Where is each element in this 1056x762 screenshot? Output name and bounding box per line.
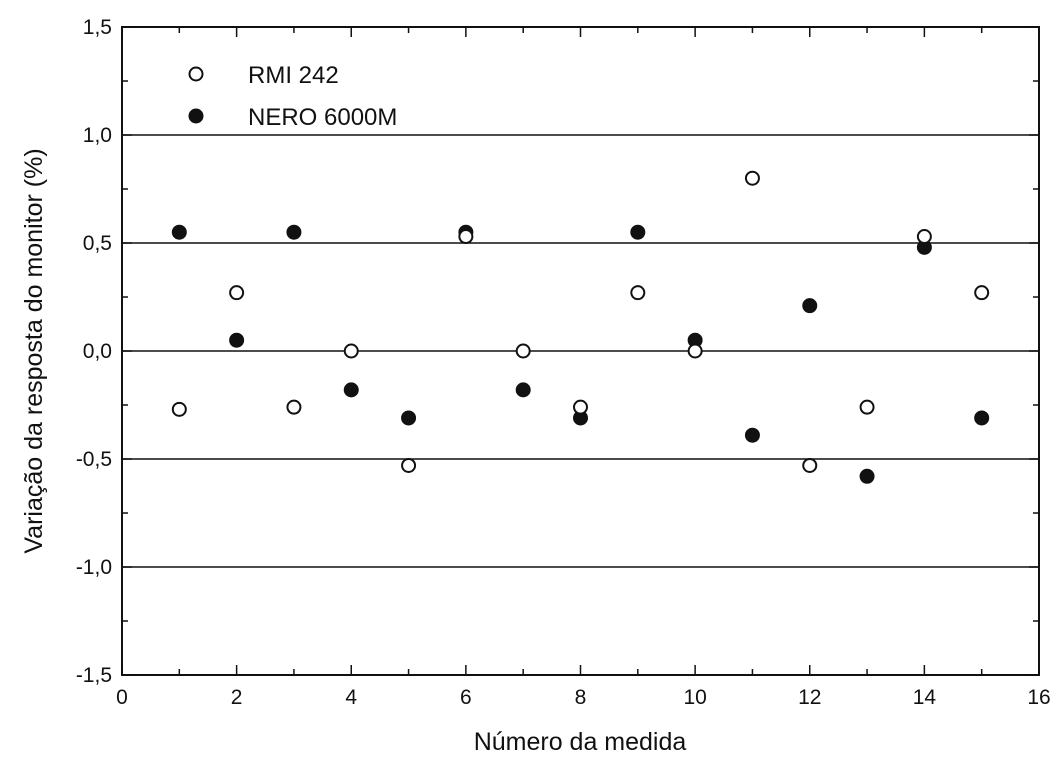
y-axis-title: Variação da resposta do monitor (%) [20, 148, 48, 553]
y-tick-label: 1,5 [83, 16, 112, 39]
point-rmi-242 [458, 229, 474, 245]
point-rmi-242 [401, 457, 417, 473]
point-nero-6000m [343, 382, 359, 398]
point-rmi-242 [171, 401, 187, 417]
point-nero-6000m [515, 382, 531, 398]
point-nero-6000m [744, 427, 760, 443]
point-rmi-242 [515, 343, 531, 359]
x-tick-label: 14 [913, 686, 937, 709]
point-nero-6000m [630, 224, 646, 240]
y-tick-label: 1,0 [83, 124, 112, 147]
x-tick-label: 8 [575, 686, 587, 709]
point-rmi-242 [744, 170, 760, 186]
x-tick-label: 2 [231, 686, 243, 709]
point-rmi-242 [687, 343, 703, 359]
point-nero-6000m [286, 224, 302, 240]
point-nero-6000m [802, 298, 818, 314]
point-rmi-242 [859, 399, 875, 415]
y-tick-label: -1,0 [76, 556, 112, 579]
point-rmi-242 [630, 285, 646, 301]
point-rmi-242 [802, 457, 818, 473]
y-tick-label: 0,0 [83, 340, 112, 363]
y-tick-label: -0,5 [76, 448, 112, 471]
x-tick-label: 12 [798, 686, 821, 709]
legend-label-rmi-242: RMI 242 [248, 62, 339, 89]
point-rmi-242 [286, 399, 302, 415]
x-tick-label: 0 [116, 686, 128, 709]
axis-ticks [121, 26, 1040, 676]
legend-marker-rmi-242 [188, 66, 204, 82]
legend-label-nero-6000m: NERO 6000M [248, 104, 397, 131]
point-rmi-242 [229, 285, 245, 301]
y-tick-label: 0,5 [83, 232, 112, 255]
x-tick-label: 6 [460, 686, 472, 709]
point-rmi-242 [974, 285, 990, 301]
legend: RMI 242 NERO 6000M [188, 62, 397, 131]
x-axis-title: Número da medida [474, 728, 687, 756]
point-nero-6000m [974, 410, 990, 426]
legend-marker-nero-6000m [188, 108, 204, 124]
point-rmi-242 [916, 229, 932, 245]
point-nero-6000m [401, 410, 417, 426]
x-tick-labels: 0 2 4 6 8 10 12 14 16 [116, 686, 1051, 709]
point-rmi-242 [573, 399, 588, 415]
y-tick-label: -1,5 [76, 664, 112, 687]
x-tick-label: 16 [1027, 686, 1050, 709]
point-nero-6000m [859, 468, 875, 484]
x-tick-label: 4 [345, 686, 357, 709]
x-tick-label: 10 [683, 686, 706, 709]
point-nero-6000m [171, 224, 187, 240]
point-nero-6000m [229, 332, 245, 348]
data-points [171, 170, 990, 484]
y-tick-labels: -1,5 -1,0 -0,5 0,0 0,5 1,0 1,5 [76, 16, 112, 687]
gridlines [122, 134, 1039, 568]
point-rmi-242 [343, 343, 359, 359]
